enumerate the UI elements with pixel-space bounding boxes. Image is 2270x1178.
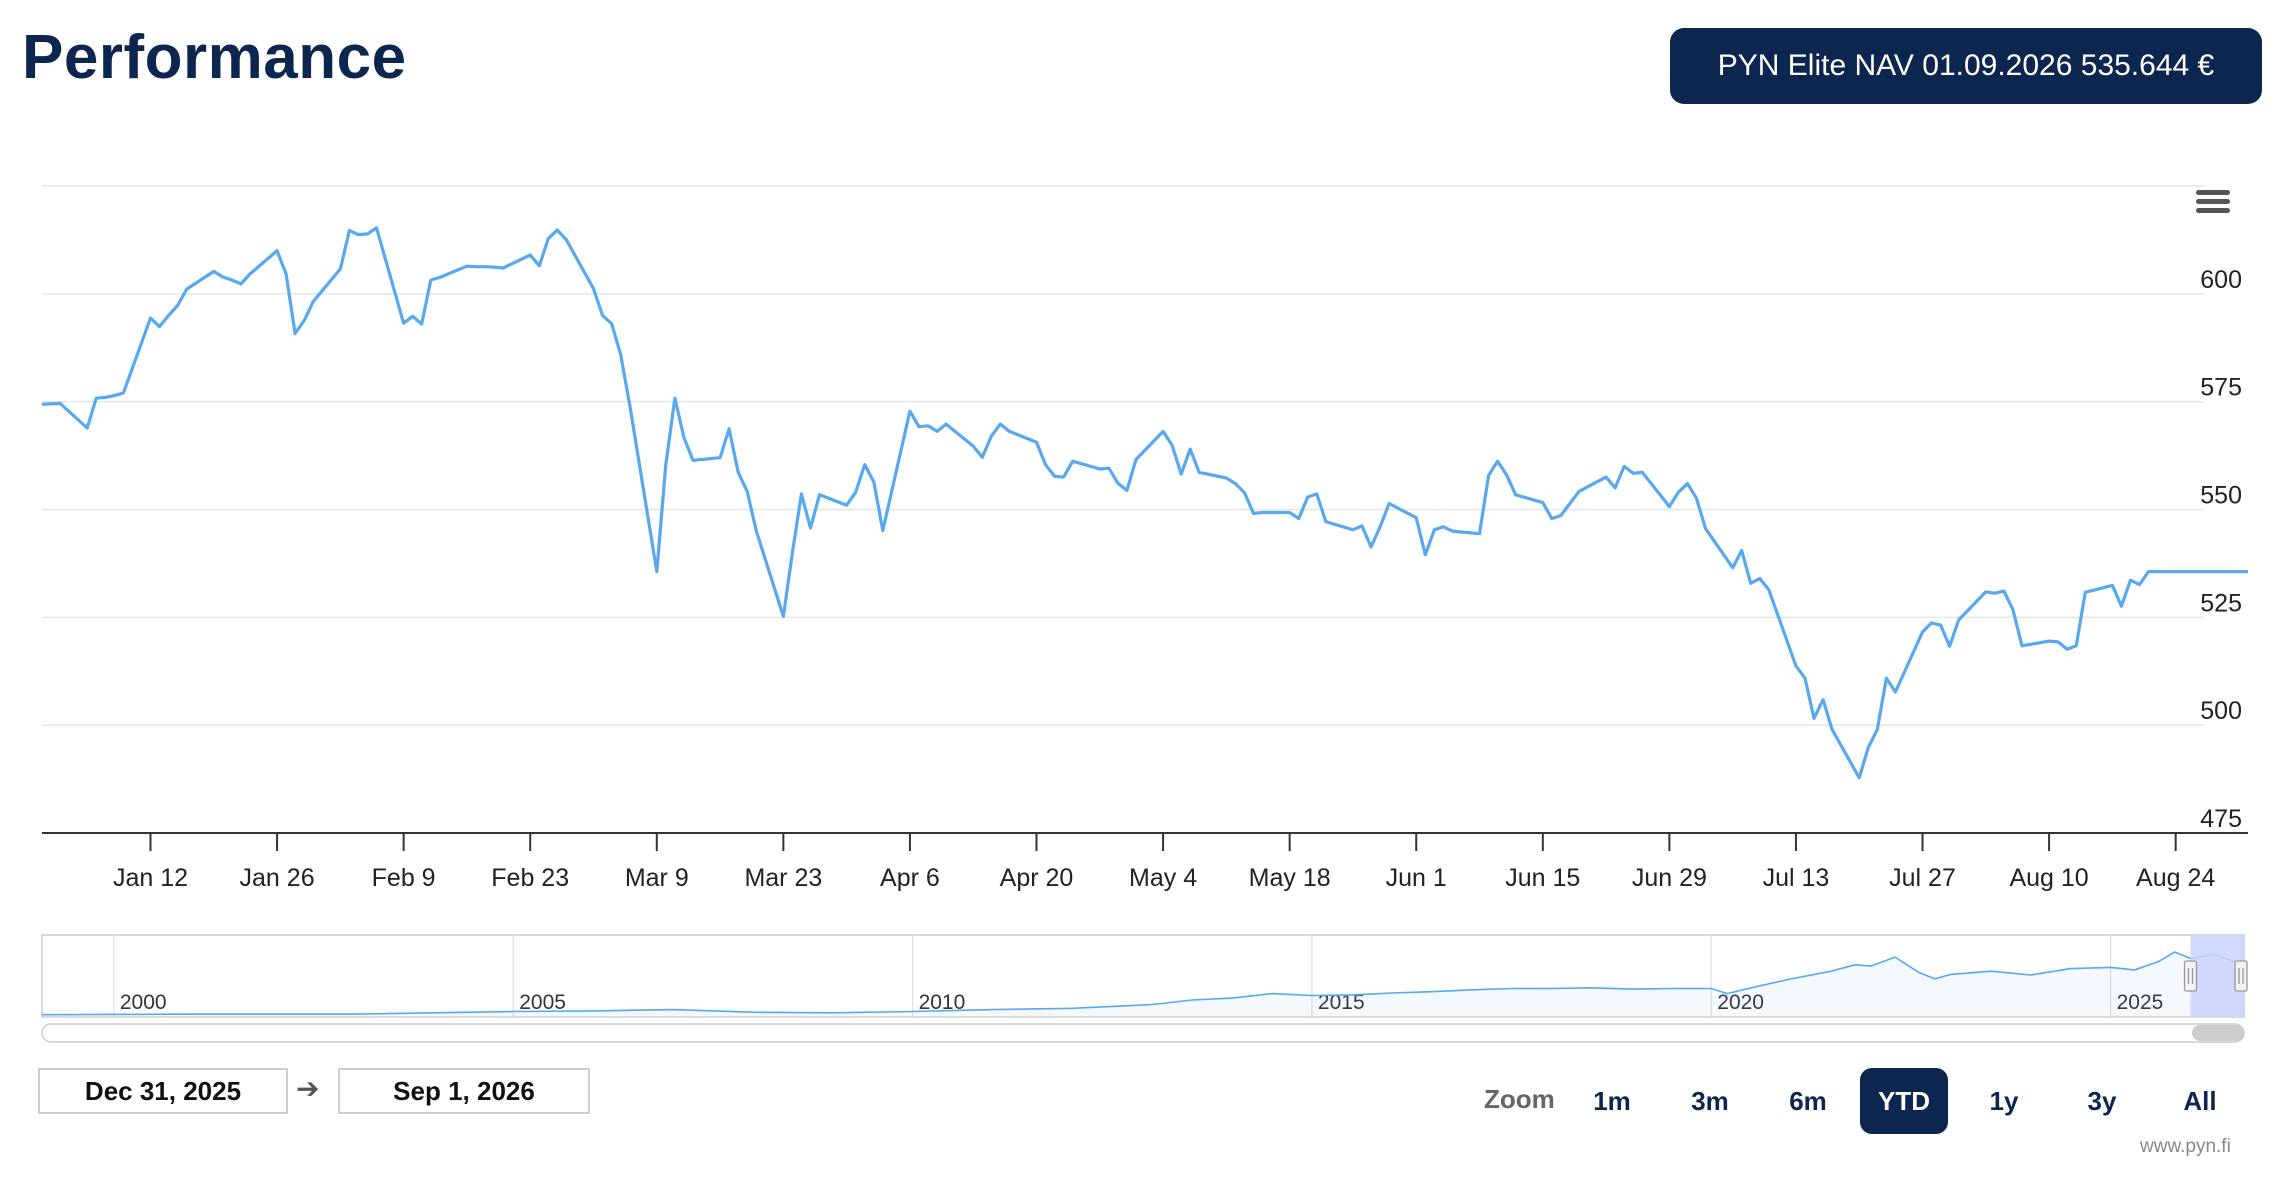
y-tick-label: 525	[2200, 589, 2242, 617]
zoom-button-3m[interactable]: 3m	[1691, 1085, 1729, 1116]
hamburger-menu-icon[interactable]	[2190, 186, 2236, 226]
zoom-button-1m[interactable]: 1m	[1593, 1085, 1631, 1116]
navigator-handle-left[interactable]	[2183, 960, 2198, 992]
zoom-button-all[interactable]: All	[2183, 1085, 2217, 1116]
x-tick-label: Aug 24	[2136, 864, 2215, 892]
x-tick-label: Jun 1	[1386, 864, 1447, 892]
navigator-year-label: 2005	[519, 991, 566, 1014]
y-tick-label: 550	[2200, 482, 2242, 510]
x-tick-label: Mar 9	[625, 864, 689, 892]
x-tick-label: Jun 29	[1632, 864, 1707, 892]
navigator-area	[42, 952, 2244, 1016]
x-tick-label: Apr 6	[880, 864, 940, 892]
navigator-year-grid: 2000 2005 2010 2015 2020 2025	[113, 935, 2164, 1017]
range-to-input[interactable]: Sep 1, 2026	[338, 1068, 590, 1114]
navigator-line	[41, 951, 2245, 1016]
x-tick-label: Feb 23	[491, 864, 569, 892]
zoom-button-1y[interactable]: 1y	[1989, 1085, 2019, 1116]
performance-chart: 475 500 525 550 575 600 Jan 12 Jan 26 Feb 9 Feb …	[41, 185, 2248, 1043]
navigator[interactable]: 2000 2005 2010 2015 2020 2025	[41, 934, 2248, 1018]
y-tick-label: 575	[2200, 374, 2242, 402]
y-tick-label: 600	[2200, 266, 2242, 294]
zoom-button-ytd[interactable]: YTD	[1860, 1068, 1948, 1134]
navigator-year-label: 2025	[2117, 991, 2164, 1014]
x-axis-ticks: Jan 12 Jan 26 Feb 9 Feb 23 Mar 9 Mar 23 Apr 6 A…	[113, 833, 2215, 892]
credit-text: www.pyn.fi	[2140, 1136, 2231, 1157]
arrow-right-icon: ➔	[296, 1073, 320, 1104]
x-tick-label: Jan 12	[113, 864, 188, 892]
nav-series-line	[41, 226, 2248, 780]
x-tick-label: Jan 26	[240, 864, 315, 892]
range-from-input[interactable]: Dec 31, 2025	[38, 1068, 288, 1114]
x-tick-label: Aug 10	[2009, 864, 2088, 892]
x-tick-label: Jul 13	[1763, 864, 1830, 892]
x-tick-label: Jun 15	[1505, 864, 1580, 892]
y-tick-label: 475	[2200, 805, 2242, 833]
navigator-handle-right[interactable]	[2234, 960, 2248, 992]
navigator-scrollbar-thumb[interactable]	[2192, 1025, 2244, 1041]
zoom-label: Zoom	[1484, 1084, 1555, 1114]
navigator-scrollbar-track[interactable]	[41, 1023, 2245, 1043]
x-tick-label: Apr 20	[1000, 864, 1074, 892]
navigator-year-label: 2010	[919, 991, 966, 1014]
chart-gridlines	[42, 185, 2204, 834]
x-tick-label: May 4	[1129, 864, 1197, 892]
x-tick-label: Jul 27	[1889, 864, 1956, 892]
y-tick-label: 500	[2200, 697, 2242, 725]
zoom-button-3y[interactable]: 3y	[2087, 1085, 2117, 1116]
y-axis-labels: 475 500 525 550 575 600	[2200, 266, 2242, 833]
navigator-frame	[41, 934, 2245, 1018]
navigator-year-label: 2000	[120, 991, 167, 1014]
navigator-year-label: 2015	[1318, 991, 1365, 1014]
page-title: Performance	[22, 23, 407, 92]
nav-badge: PYN Elite NAV 01.09.2026 535.644 €	[1670, 28, 2262, 104]
x-tick-label: May 18	[1249, 864, 1331, 892]
x-tick-label: Feb 9	[372, 864, 436, 892]
zoom-button-6m[interactable]: 6m	[1789, 1085, 1827, 1116]
navigator-year-label: 2020	[1717, 991, 1764, 1014]
x-tick-label: Mar 23	[744, 864, 822, 892]
